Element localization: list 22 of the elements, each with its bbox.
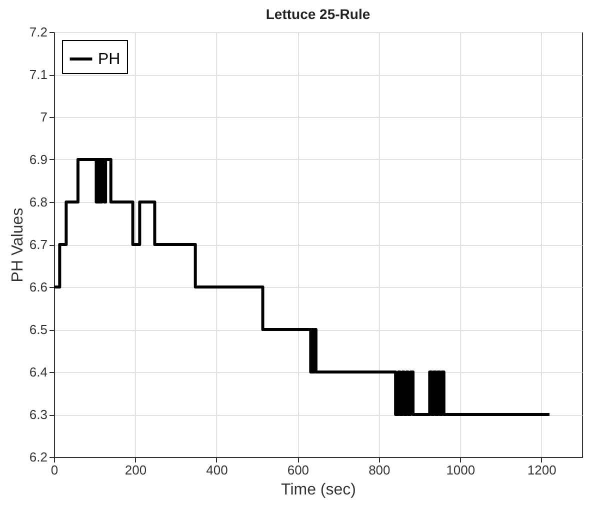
y-tick-label: 6.2 (29, 450, 48, 464)
chart-title: Lettuce 25-Rule (266, 6, 370, 22)
y-tick-label: 6.5 (29, 322, 48, 337)
y-axis-title: PH Values (9, 208, 26, 282)
x-axis-title: Time (sec) (281, 482, 356, 498)
x-tick-label: 0 (50, 462, 58, 478)
x-tick-label: 200 (124, 462, 147, 478)
x-tick-label: 1000 (446, 462, 476, 478)
x-tick-label: 1200 (527, 462, 556, 478)
y-tick-label: 6.4 (29, 364, 48, 380)
y-tick-label: 6.6 (29, 280, 48, 294)
y-tick-label: 6.7 (29, 237, 48, 252)
x-tick-label: 800 (368, 462, 390, 478)
y-tick-label: 6.8 (29, 194, 48, 210)
y-tick-label: 7.1 (29, 67, 48, 82)
y-tick-label: 6.9 (29, 152, 48, 167)
y-tick-label: 7.2 (29, 24, 48, 40)
y-tick-label: 6.3 (29, 407, 48, 422)
legend-label: PH (98, 51, 120, 68)
y-tick-label: 7 (40, 110, 48, 124)
x-tick-label: 400 (206, 462, 228, 478)
x-tick-label: 600 (287, 462, 310, 478)
